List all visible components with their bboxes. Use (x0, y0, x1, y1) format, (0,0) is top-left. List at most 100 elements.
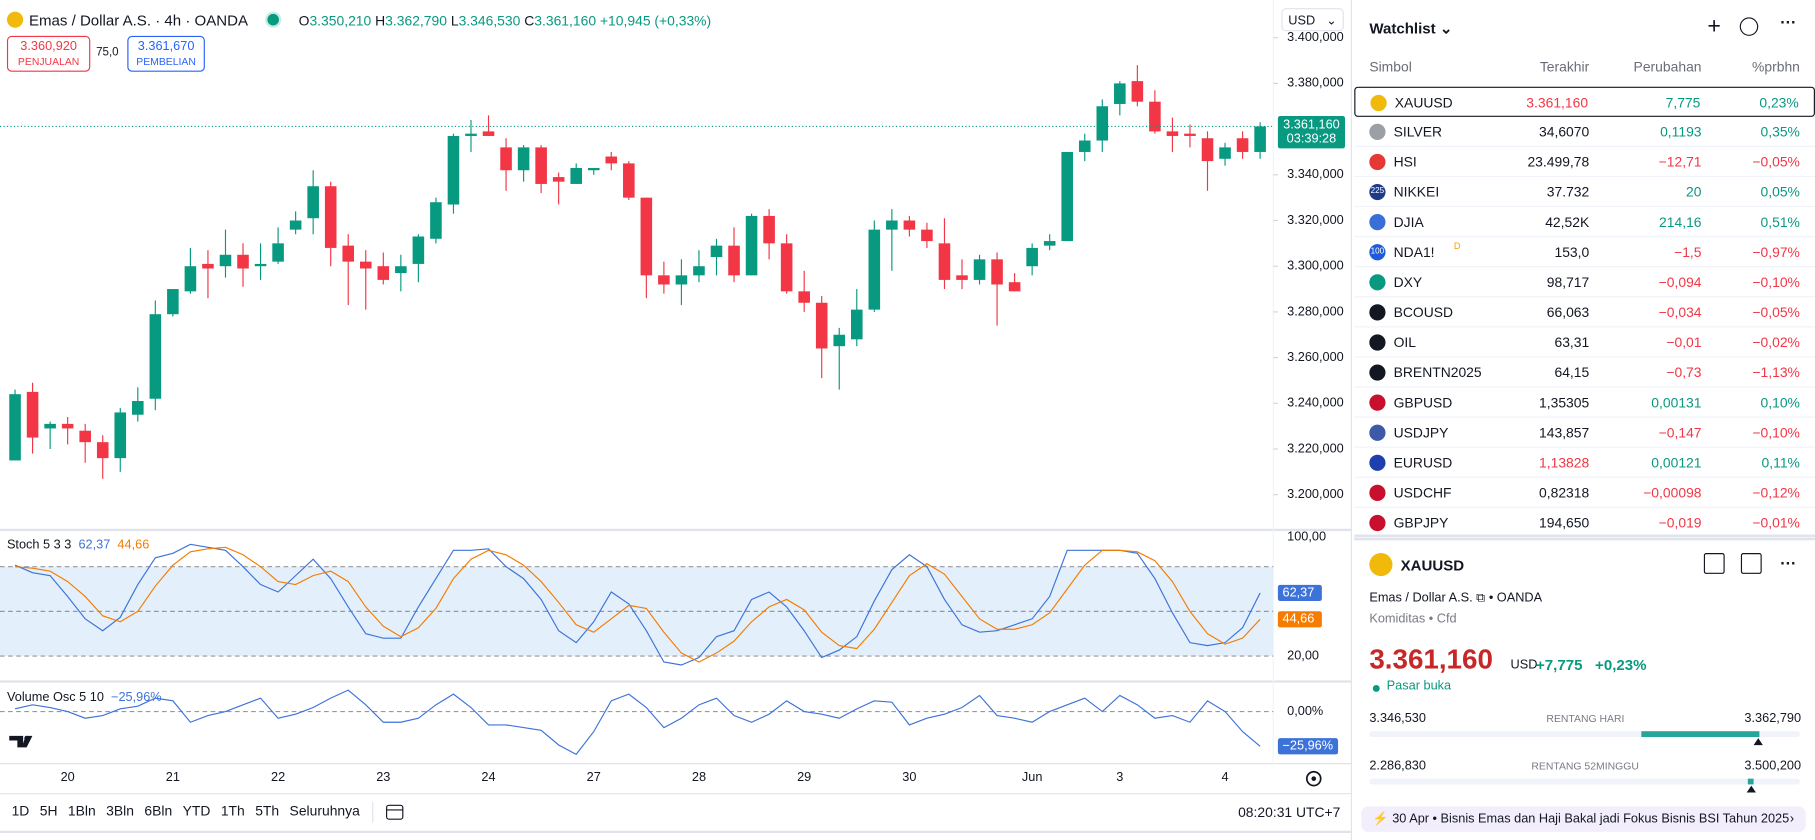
watchlist-row[interactable]: USDCHF 0,82318 −0,00098 −0,12% (1354, 478, 1815, 508)
col-pct[interactable]: %prbhn (1752, 59, 1800, 76)
watchlist-row[interactable]: HSI 23.499,78 −12,71 −0,05% (1354, 147, 1815, 178)
x-tick-label: 21 (166, 769, 180, 784)
x-tick-label: 28 (692, 769, 706, 784)
range-button[interactable]: Seluruhnya (289, 802, 360, 820)
last-price: 3.361,160 (1526, 94, 1589, 112)
watchlist-row[interactable]: BRENTN2025 64,15 −0,73 −1,13% (1354, 358, 1815, 388)
range-bar: 1D 5H 1Bln 3Bln 6Bln YTD 1Th 5Th Seluruhnya (12, 803, 360, 819)
candle-body (132, 401, 144, 415)
watchlist-row[interactable]: 100 NDA1! D 153,0 −1,5 −0,97% (1354, 237, 1815, 268)
range-button[interactable]: 1D (11, 802, 30, 820)
l-label: L (450, 12, 459, 29)
range-button[interactable]: 6Bln (144, 802, 173, 820)
watchlist-row[interactable]: DJIA 42,52K 214,16 0,51% (1354, 207, 1815, 238)
more-menu[interactable]: ··· (1780, 12, 1797, 32)
y-tick-label: 3.300,000 (1287, 258, 1344, 273)
news-ticker[interactable]: ⚡ 30 Apr • Bisnis Emas dan Haji Bakal ja… (1361, 806, 1806, 832)
candle-body (254, 263, 267, 267)
candle-body (272, 243, 284, 262)
stoch-k-value: 62,37 (78, 538, 111, 552)
detail-more[interactable]: ··· (1780, 554, 1797, 573)
watchlist-row[interactable]: BCOUSD 66,063 −0,034 −0,05% (1354, 297, 1815, 328)
clock[interactable]: 08:20:31 UTC+7 (1238, 804, 1341, 821)
sell-button[interactable]: 3.360,920 PENJUALAN (6, 35, 91, 72)
range-button[interactable]: 5Th (255, 802, 280, 820)
indicator-line (14, 689, 1261, 756)
x-tick-label: 29 (797, 769, 811, 784)
watchlist-row[interactable]: USDJPY 143,857 −0,147 −0,10% (1354, 418, 1815, 448)
range-button[interactable]: 1Th (220, 802, 245, 820)
layout-icon[interactable] (1703, 553, 1725, 574)
candle-body (1114, 83, 1126, 104)
candle-body (675, 275, 688, 285)
candle-body (973, 259, 986, 280)
watchlist-row[interactable]: XAUUSD 3.361,160 7,775 0,23% (1354, 86, 1815, 117)
candle-body (921, 229, 933, 242)
watchlist-row[interactable]: GBPJPY 194,650 −0,019 −0,01% (1354, 508, 1815, 539)
watchlist-row[interactable]: SILVER 34,6070 0,1193 0,35% (1354, 117, 1815, 147)
watchlist-row[interactable]: OIL 63,31 −0,01 −0,02% (1354, 327, 1815, 358)
candle-body (96, 442, 109, 459)
change-pct: 0,10% (1760, 394, 1800, 411)
settings-icon[interactable] (1305, 770, 1322, 787)
year-high: 3.500,200 (1744, 758, 1802, 773)
candle-body (868, 229, 881, 310)
watchlist-row[interactable]: 225 NIKKEI 37.732 20 0,05% (1354, 177, 1815, 208)
watchlist-title[interactable]: Watchlist ⌄ (1369, 19, 1453, 38)
last-price: 42,52K (1545, 214, 1590, 231)
candle-body (377, 266, 390, 280)
symbol: OIL (1393, 334, 1417, 351)
value-badge (1277, 611, 1322, 628)
symbol-icon (1369, 123, 1386, 140)
candle-body (728, 245, 740, 276)
candle-body (1043, 241, 1056, 246)
candle-body (658, 275, 670, 285)
symbol-icon (1370, 94, 1387, 112)
candle-body (693, 266, 705, 276)
c-label: C (524, 12, 535, 29)
detail-status: Pasar buka (1386, 679, 1452, 694)
edit-icon[interactable] (1740, 553, 1762, 574)
calendar-icon[interactable] (386, 804, 404, 820)
range-button[interactable]: 5H (39, 802, 58, 820)
range-button[interactable]: 1Bln (67, 802, 96, 820)
last-price: 23.499,78 (1527, 153, 1590, 171)
col-change[interactable]: Perubahan (1633, 59, 1702, 76)
candle-body (570, 167, 582, 184)
change: −1,5 (1674, 244, 1702, 261)
range-button[interactable]: 3Bln (106, 802, 134, 820)
symbol-icon (1369, 364, 1386, 381)
symbol: DXY (1393, 274, 1423, 291)
range-button[interactable]: YTD (182, 802, 211, 820)
watchlist-row[interactable]: DXY 98,717 −0,094 −0,10% (1354, 267, 1815, 298)
symbol: USDJPY (1393, 424, 1449, 441)
currency-select[interactable]: USD ⌄ (1281, 8, 1344, 32)
x-tick-label: 24 (481, 769, 495, 784)
y-tick-label: 3.260,000 (1287, 349, 1344, 364)
y-tick-label: 3.340,000 (1287, 166, 1344, 181)
col-last[interactable]: Terakhir (1539, 59, 1590, 76)
news-text: 30 Apr • Bisnis Emas dan Haji Bakal jadi… (1392, 812, 1790, 827)
change: −0,73 (1666, 364, 1702, 381)
last-price-label: 3.361,160 (1283, 117, 1340, 132)
y-tick-label: 3.220,000 (1287, 440, 1344, 455)
chart-icon[interactable] (1739, 17, 1759, 36)
add-symbol[interactable]: + (1707, 13, 1721, 40)
value-badge-label: 62,37 (1283, 584, 1315, 599)
tradingview-logo[interactable] (9, 735, 33, 748)
change-pct: −0,05% (1752, 153, 1800, 171)
symbol: GBPUSD (1393, 394, 1453, 411)
candle-body (359, 261, 372, 269)
symbol-title[interactable]: Emas / Dollar A.S. · 4h · OANDA (28, 11, 249, 29)
candle-body (1254, 126, 1266, 152)
col-symbol[interactable]: Simbol (1369, 59, 1412, 76)
watchlist-row[interactable]: GBPUSD 1,35305 0,00131 0,10% (1354, 388, 1815, 418)
candle-body (815, 302, 828, 349)
y-tick-label: 0,00% (1287, 703, 1323, 718)
symbol-icon (1369, 334, 1386, 351)
value-badge-label: 44,66 (1283, 611, 1315, 626)
buy-button[interactable]: 3.361,670 PEMBELIAN (127, 35, 205, 72)
change: 214,16 (1659, 214, 1702, 231)
watchlist-row[interactable]: EURUSD 1,13828 0,00121 0,11% (1354, 448, 1815, 478)
